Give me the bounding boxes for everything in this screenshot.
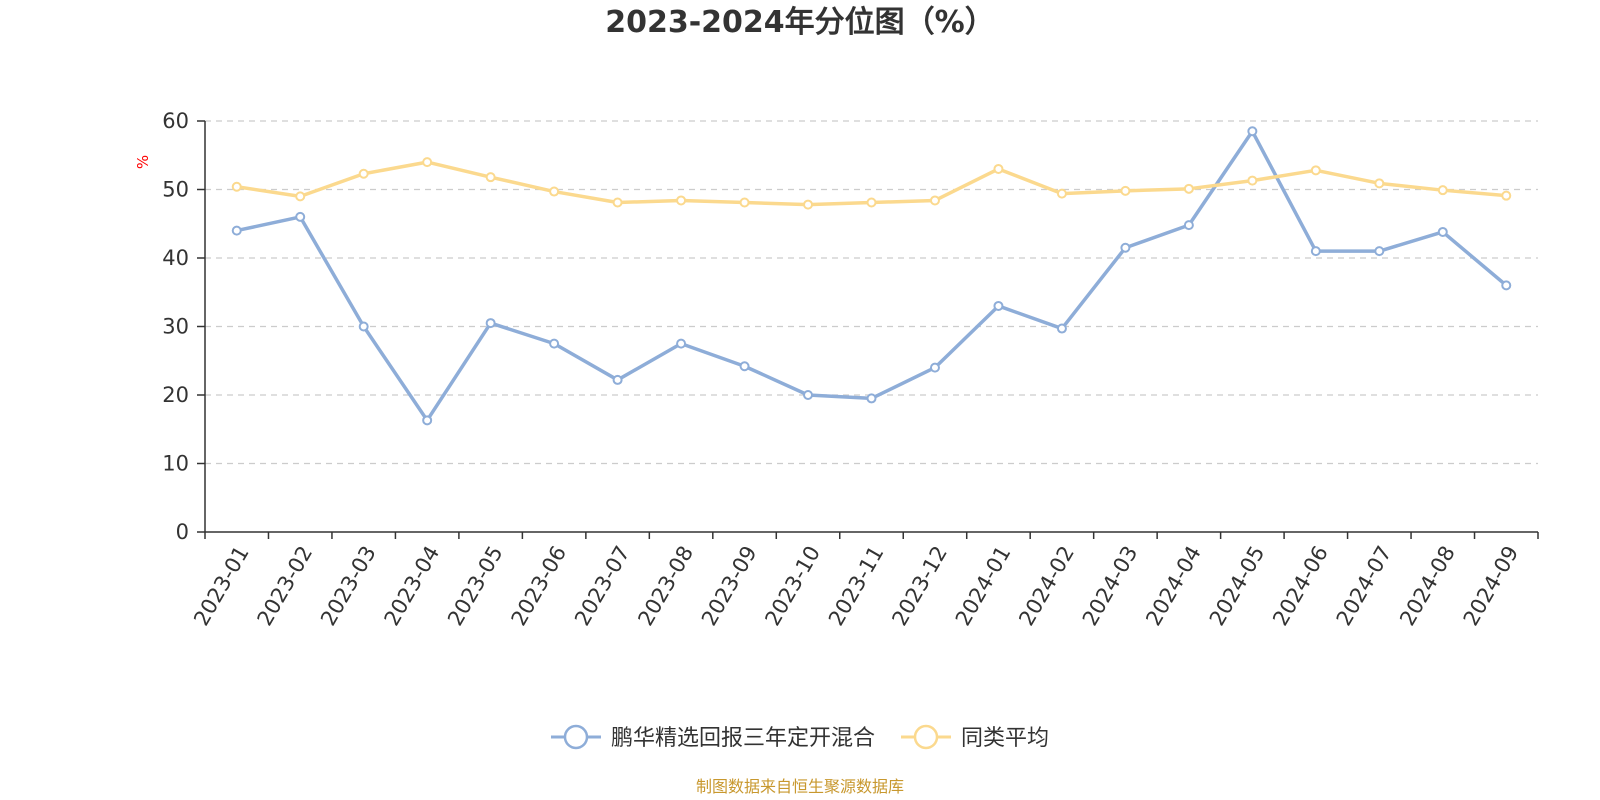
grid-lines [205, 120, 1538, 465]
data-point [295, 211, 306, 222]
data-point [929, 362, 940, 373]
x-tick-label: 2023-01 [189, 542, 254, 630]
x-tick-label: 2023-11 [824, 542, 889, 630]
x-tick-label: 2024-04 [1141, 542, 1206, 630]
legend-label: 鹏华精选回报三年定开混合 [611, 726, 875, 751]
data-point [295, 191, 306, 202]
data-point [358, 321, 369, 332]
y-tick-label: 10 [162, 452, 189, 476]
data-point [1501, 190, 1512, 201]
legend-symbol-marker [563, 724, 589, 750]
x-tick-label: 2024-05 [1205, 542, 1270, 630]
data-point [676, 195, 687, 206]
data-point [803, 390, 814, 400]
legend-symbol-marker [913, 724, 939, 750]
axes: 01020304050602023-012023-022023-032023-0… [162, 109, 1539, 630]
data-point [1437, 226, 1448, 237]
x-tick-label: 2024-09 [1459, 542, 1524, 630]
x-tick-label: 2023-03 [316, 542, 381, 630]
data-point [358, 168, 369, 179]
data-point [993, 163, 1004, 174]
data-point [485, 318, 496, 329]
data-point [929, 195, 940, 206]
x-tick-label: 2023-08 [633, 542, 698, 630]
data-point [1437, 185, 1448, 196]
data-point [1247, 175, 1258, 186]
x-tick-label: 2023-02 [253, 542, 318, 630]
data-point [1183, 220, 1194, 231]
data-point [549, 186, 560, 197]
data-point [1374, 178, 1385, 189]
x-tick-label: 2023-04 [380, 542, 445, 630]
x-tick-label: 2024-06 [1268, 542, 1333, 630]
data-point [231, 225, 242, 236]
data-point [866, 197, 877, 208]
data-point [1120, 242, 1131, 253]
legend-label: 同类平均 [961, 726, 1049, 751]
x-tick-label: 2024-03 [1078, 542, 1143, 630]
data-point [231, 181, 242, 192]
data-point [739, 197, 750, 208]
data-point [549, 338, 560, 349]
x-tick-label: 2023-07 [570, 542, 635, 630]
data-source-note: 制图数据来自恒生聚源数据库 [696, 777, 904, 796]
data-point [1310, 165, 1321, 176]
data-point [1501, 280, 1512, 291]
data-point [993, 300, 1004, 311]
data-point [803, 199, 814, 210]
y-tick-label: 0 [176, 520, 189, 544]
data-point [612, 374, 623, 385]
data-point [866, 393, 877, 404]
x-tick-label: 2024-07 [1332, 542, 1397, 630]
data-point [1056, 188, 1067, 199]
data-point [1120, 185, 1131, 196]
data-point [612, 197, 623, 208]
data-point [485, 172, 496, 183]
data-point [422, 415, 433, 426]
x-tick-label: 2024-08 [1395, 542, 1460, 630]
x-tick-label: 2023-05 [443, 542, 508, 630]
x-tick-label: 2023-12 [887, 542, 952, 630]
legend: 鹏华精选回报三年定开混合 同类平均 [550, 724, 1049, 751]
y-tick-label: 30 [162, 315, 189, 339]
data-point [676, 338, 687, 349]
y-tick-label: 40 [162, 246, 189, 270]
y-tick-label: 60 [162, 109, 189, 133]
x-tick-label: 2024-01 [951, 542, 1016, 630]
data-point [1183, 183, 1194, 194]
data-point [422, 157, 433, 168]
x-tick-label: 2023-09 [697, 542, 762, 630]
data-point [1374, 246, 1385, 257]
x-tick-label: 2024-02 [1014, 542, 1079, 630]
x-tick-label: 2023-10 [760, 542, 825, 630]
y-tick-label: 50 [162, 178, 189, 202]
data-point [1247, 126, 1258, 137]
x-tick-label: 2023-06 [507, 542, 572, 630]
y-axis-unit-label: % [134, 155, 152, 169]
data-point [1056, 323, 1067, 334]
y-tick-label: 20 [162, 383, 189, 407]
data-point [1310, 246, 1321, 257]
chart-title: 2023-2024年分位图（%） [605, 5, 995, 40]
series-points [231, 126, 1512, 426]
data-point [739, 361, 750, 372]
